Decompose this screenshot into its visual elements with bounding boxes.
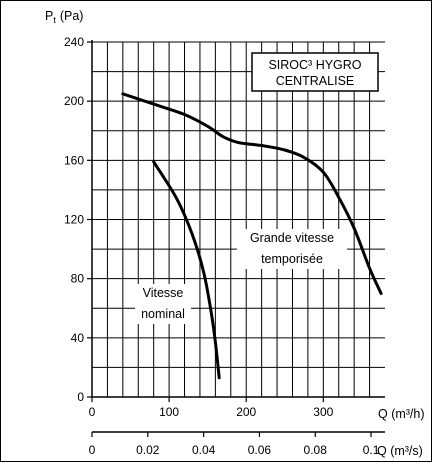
- y-tick-label: 40: [71, 331, 85, 345]
- x-tick-label: 200: [236, 405, 256, 419]
- x2-tick-label: 0: [89, 443, 96, 457]
- legend-box-line2: CENTRALISE: [276, 74, 355, 88]
- x2-tick-label: 0.06: [248, 443, 272, 457]
- series-curve-grande-vitesse: [121, 92, 383, 295]
- series-label-vitesse-nominal-line2: nominal: [141, 307, 185, 321]
- y-tick-label: 0: [77, 390, 84, 404]
- y-tick-label: 200: [64, 94, 84, 108]
- x2-tick-label: 0.1: [363, 443, 380, 457]
- legend-box: SIROC³ HYGRO CENTRALISE: [251, 52, 379, 92]
- series-curve-vitesse-nominal: [152, 160, 221, 380]
- x-axis-label-bottom: Q (m³/s): [377, 444, 423, 458]
- y-axis-label-symbol: P: [45, 9, 53, 23]
- x-tick-label: 300: [313, 405, 333, 419]
- y-tick-label: 160: [64, 153, 84, 167]
- axes: 0 40 80 120 160 200 240 0 100 200 300 0 0.02 0.04 0.06…: [64, 35, 385, 457]
- y-tick-label: 120: [64, 213, 84, 227]
- y-tick-label: 80: [71, 272, 85, 286]
- x2-tick-label: 0.04: [192, 443, 216, 457]
- x-tick-label: 100: [159, 405, 179, 419]
- legend-box-frame: [251, 52, 379, 92]
- y-tick-label: 240: [64, 35, 84, 49]
- series-label-grande-vitesse-line1: Grande vitesse: [250, 231, 334, 245]
- y-axis-label-unit: (Pa): [60, 9, 84, 23]
- series-label-vitesse-nominal: Vitesse nominal: [135, 284, 191, 324]
- x-tick-label: 0: [89, 405, 96, 419]
- x-axis-label-top: Q (m³/h): [378, 407, 425, 421]
- series-label-grande-vitesse-line2: temporisée: [261, 252, 323, 266]
- curves: [121, 92, 383, 380]
- x2-tick-label: 0.08: [304, 443, 328, 457]
- y-axis-label: Pt (Pa): [45, 9, 83, 25]
- legend-box-line1: SIROC³ HYGRO: [268, 58, 361, 72]
- series-label-grande-vitesse: Grande vitesse temporisée: [237, 229, 347, 269]
- x2-tick-label: 0.02: [136, 443, 160, 457]
- series-label-vitesse-nominal-line1: Vitesse: [143, 286, 184, 300]
- y-axis-label-subscript: t: [53, 15, 56, 25]
